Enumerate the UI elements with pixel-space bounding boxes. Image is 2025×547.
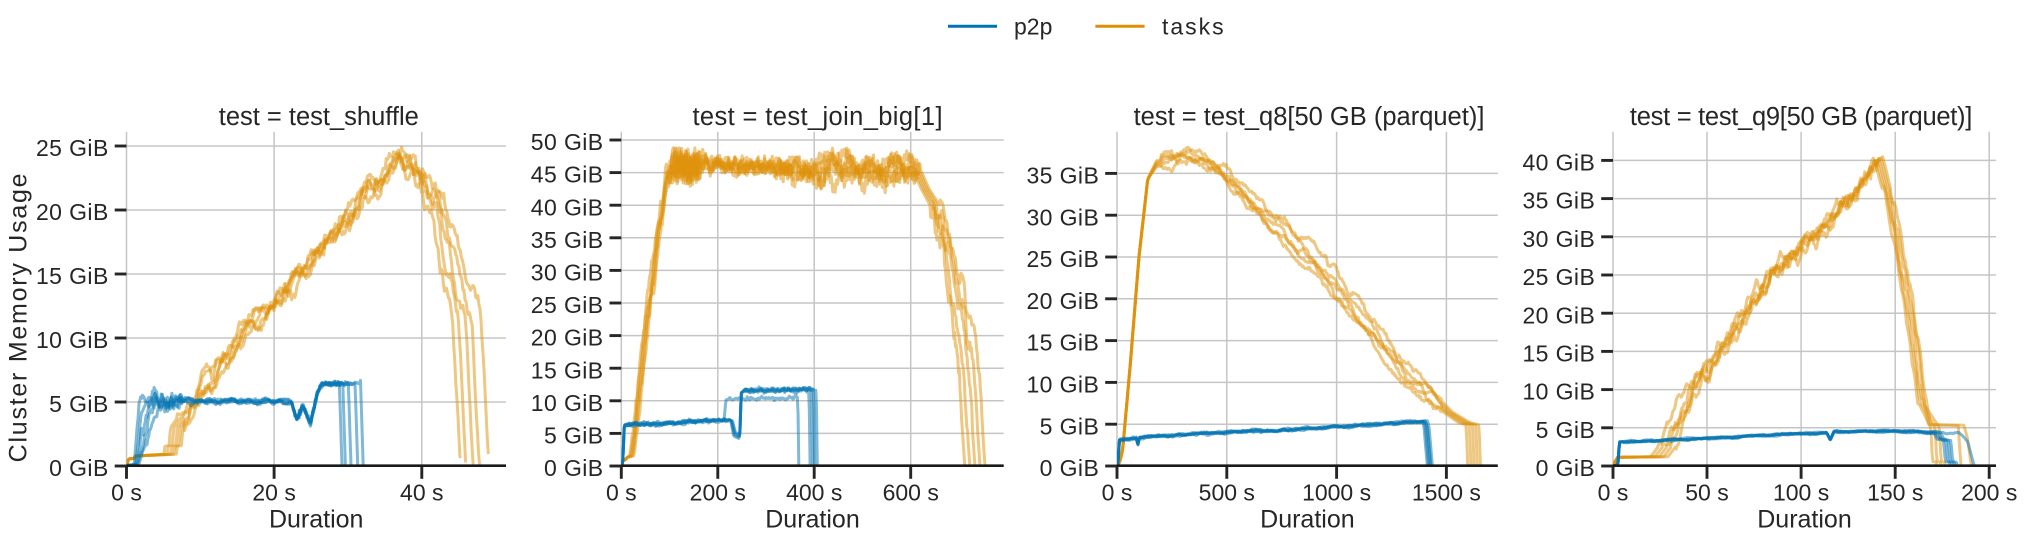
svg-text:1000 s: 1000 s bbox=[1302, 480, 1371, 506]
svg-text:40 s: 40 s bbox=[400, 480, 443, 506]
svg-text:600 s: 600 s bbox=[883, 480, 939, 506]
svg-text:50 GiB: 50 GiB bbox=[531, 129, 604, 155]
svg-text:10 GiB: 10 GiB bbox=[1026, 372, 1099, 398]
svg-text:test = test_join_big[1]: test = test_join_big[1] bbox=[692, 103, 942, 131]
svg-text:0 GiB: 0 GiB bbox=[544, 455, 604, 481]
svg-text:15 GiB: 15 GiB bbox=[36, 263, 109, 289]
svg-text:0 GiB: 0 GiB bbox=[1536, 455, 1596, 481]
svg-text:20 GiB: 20 GiB bbox=[36, 199, 109, 225]
svg-text:400 s: 400 s bbox=[786, 480, 842, 506]
svg-text:100 s: 100 s bbox=[1773, 480, 1829, 506]
svg-text:10 GiB: 10 GiB bbox=[36, 327, 109, 353]
svg-text:200 s: 200 s bbox=[690, 480, 746, 506]
svg-text:10 GiB: 10 GiB bbox=[1522, 379, 1595, 405]
svg-text:150 s: 150 s bbox=[1867, 480, 1923, 506]
svg-text:30 GiB: 30 GiB bbox=[1026, 204, 1099, 230]
svg-text:5 GiB: 5 GiB bbox=[1040, 413, 1100, 439]
svg-text:15 GiB: 15 GiB bbox=[531, 357, 604, 383]
svg-text:20 GiB: 20 GiB bbox=[1522, 302, 1595, 328]
svg-text:test = test_q8[50 GB (parquet): test = test_q8[50 GB (parquet)] bbox=[1134, 103, 1485, 131]
svg-text:35 GiB: 35 GiB bbox=[531, 227, 604, 253]
svg-text:Duration: Duration bbox=[1757, 506, 1852, 534]
svg-text:30 GiB: 30 GiB bbox=[1522, 226, 1595, 252]
svg-text:10 GiB: 10 GiB bbox=[531, 390, 604, 416]
svg-text:500 s: 500 s bbox=[1199, 480, 1255, 506]
svg-text:20 GiB: 20 GiB bbox=[531, 325, 604, 351]
svg-text:45 GiB: 45 GiB bbox=[531, 162, 604, 188]
svg-text:Duration: Duration bbox=[269, 506, 364, 534]
svg-text:Duration: Duration bbox=[765, 506, 860, 534]
svg-text:40 GiB: 40 GiB bbox=[531, 194, 604, 220]
svg-text:0 s: 0 s bbox=[111, 480, 142, 506]
svg-text:20 GiB: 20 GiB bbox=[1026, 288, 1099, 314]
svg-text:5 GiB: 5 GiB bbox=[49, 391, 109, 417]
svg-text:0 GiB: 0 GiB bbox=[1040, 455, 1100, 481]
svg-text:0 s: 0 s bbox=[606, 480, 637, 506]
svg-text:25 GiB: 25 GiB bbox=[531, 292, 604, 318]
svg-text:40 GiB: 40 GiB bbox=[1522, 150, 1595, 176]
svg-text:30 GiB: 30 GiB bbox=[531, 260, 604, 286]
svg-text:35 GiB: 35 GiB bbox=[1522, 188, 1595, 214]
svg-text:25 GiB: 25 GiB bbox=[1026, 246, 1099, 272]
svg-text:1500 s: 1500 s bbox=[1412, 480, 1481, 506]
svg-text:35 GiB: 35 GiB bbox=[1026, 163, 1099, 189]
svg-text:0 s: 0 s bbox=[1102, 480, 1133, 506]
svg-text:Cluster Memory Usage: Cluster Memory Usage bbox=[5, 172, 33, 463]
svg-text:Duration: Duration bbox=[1260, 506, 1355, 534]
svg-text:0 GiB: 0 GiB bbox=[49, 455, 109, 481]
svg-text:tasks: tasks bbox=[1162, 14, 1226, 40]
svg-text:15 GiB: 15 GiB bbox=[1026, 330, 1099, 356]
svg-text:50 s: 50 s bbox=[1685, 480, 1728, 506]
svg-text:20 s: 20 s bbox=[252, 480, 295, 506]
svg-text:15 GiB: 15 GiB bbox=[1522, 341, 1595, 367]
svg-text:200 s: 200 s bbox=[1961, 480, 2017, 506]
svg-text:test = test_shuffle: test = test_shuffle bbox=[219, 103, 419, 131]
svg-text:5 GiB: 5 GiB bbox=[1536, 417, 1596, 443]
svg-text:0 s: 0 s bbox=[1598, 480, 1629, 506]
svg-text:5 GiB: 5 GiB bbox=[544, 423, 604, 449]
svg-text:25 GiB: 25 GiB bbox=[1522, 264, 1595, 290]
svg-text:p2p: p2p bbox=[1014, 14, 1052, 40]
svg-text:25 GiB: 25 GiB bbox=[36, 135, 109, 161]
svg-text:test = test_q9[50 GB (parquet): test = test_q9[50 GB (parquet)] bbox=[1630, 103, 1972, 131]
